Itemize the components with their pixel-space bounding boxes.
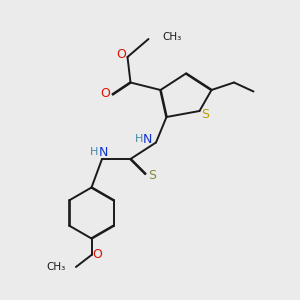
Text: H: H (90, 147, 99, 158)
Text: S: S (148, 169, 156, 182)
Text: O: O (100, 86, 110, 100)
Text: CH₃: CH₃ (46, 262, 65, 272)
Text: S: S (201, 107, 209, 121)
Text: O: O (116, 48, 126, 61)
Text: H: H (135, 134, 144, 145)
Text: CH₃: CH₃ (162, 32, 181, 42)
Text: N: N (143, 133, 152, 146)
Text: O: O (92, 248, 102, 261)
Text: N: N (99, 146, 108, 159)
